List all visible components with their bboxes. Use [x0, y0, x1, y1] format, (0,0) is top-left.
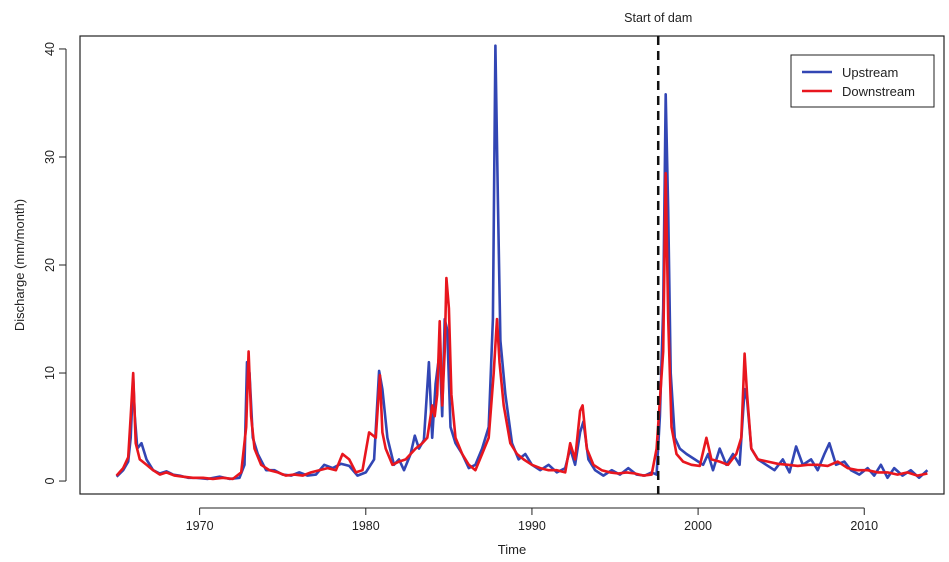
- x-axis-title: Time: [498, 542, 526, 557]
- legend-box: [790, 54, 935, 108]
- y-tick-label: 40: [43, 42, 57, 56]
- x-tick-label: 1970: [186, 519, 214, 533]
- plot-frame: [79, 35, 945, 495]
- y-tick-label: 30: [43, 150, 57, 164]
- x-tick-label: 2000: [684, 519, 712, 533]
- y-tick-label: 0: [43, 477, 57, 484]
- y-tick-label: 10: [43, 366, 57, 380]
- x-tick-label: 2010: [850, 519, 878, 533]
- series-layer: [115, 44, 929, 481]
- series-line-upstream: [115, 44, 929, 481]
- x-tick-label: 1980: [352, 519, 380, 533]
- x-tick-label: 1990: [518, 519, 546, 533]
- y-axis: 0 10 20 30 40: [43, 42, 67, 484]
- annotation-layer: Start of dam: [624, 11, 692, 494]
- y-tick-label: 20: [43, 258, 57, 272]
- legend: Upstream Downstream: [790, 54, 935, 108]
- series-line-downstream: [115, 171, 928, 481]
- legend-label-downstream: Downstream: [842, 84, 915, 99]
- y-axis-title: Discharge (mm/month): [12, 199, 27, 331]
- dam-start-label: Start of dam: [624, 11, 692, 25]
- x-axis: 1970 1980 1990 2000 2010: [186, 507, 878, 533]
- legend-label-upstream: Upstream: [842, 65, 898, 80]
